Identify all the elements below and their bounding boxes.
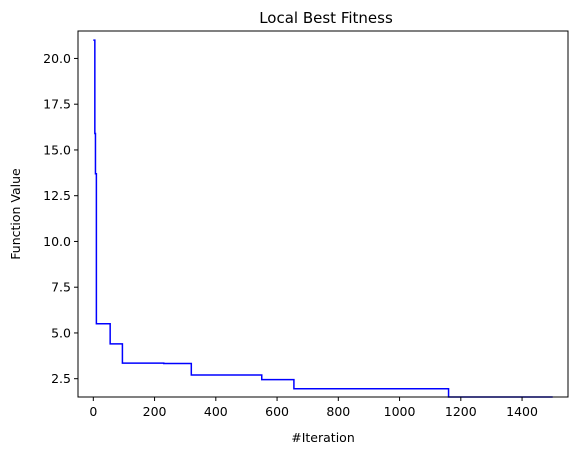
- x-tick-label: 0: [89, 404, 97, 419]
- x-tick-label: 1200: [445, 404, 477, 419]
- y-tick-label: 20.0: [43, 51, 71, 66]
- axes-frame: [78, 31, 568, 397]
- x-tick-label: 1000: [384, 404, 416, 419]
- x-tick-label: 400: [204, 404, 228, 419]
- y-tick-label: 5.0: [51, 325, 71, 340]
- x-tick-label: 200: [143, 404, 167, 419]
- x-axis-label: #Iteration: [291, 430, 355, 445]
- x-tick-label: 1400: [506, 404, 538, 419]
- x-tick-label: 800: [326, 404, 350, 419]
- y-tick-label: 17.5: [43, 97, 71, 112]
- y-tick-label: 15.0: [43, 142, 71, 157]
- chart-title: Local Best Fitness: [259, 9, 393, 27]
- y-tick-label: 7.5: [51, 280, 71, 295]
- x-tick-label: 600: [265, 404, 289, 419]
- y-axis: 2.5 5.0 7.5 10.0 12.5 15.0 17.5 20.0: [43, 51, 78, 386]
- y-axis-label: Function Value: [8, 168, 23, 260]
- plot-area: [93, 40, 552, 397]
- y-tick-label: 2.5: [51, 371, 71, 386]
- x-axis: 0 200 400 600 800 1000 1200 1400: [89, 397, 538, 419]
- y-tick-label: 12.5: [43, 188, 71, 203]
- y-tick-label: 10.0: [43, 234, 71, 249]
- series-line-0: [93, 40, 552, 397]
